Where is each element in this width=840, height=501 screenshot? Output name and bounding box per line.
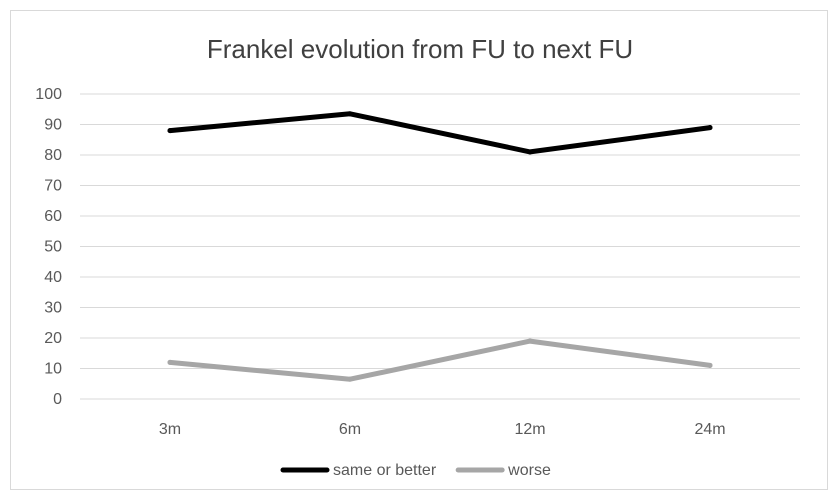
y-tick-label-100: 100 — [35, 86, 62, 103]
gridlines — [80, 93, 800, 400]
legend-label-1: worse — [507, 462, 551, 479]
data-point-0-2 — [527, 149, 533, 155]
y-tick-label-50: 50 — [44, 239, 62, 256]
data-point-1-2 — [527, 338, 533, 344]
x-tick-label-12m: 12m — [514, 421, 545, 438]
y-tick-label-10: 10 — [44, 361, 62, 378]
data-point-0-3 — [707, 125, 713, 131]
y-tick-label-30: 30 — [44, 300, 62, 317]
data-point-0-1 — [347, 111, 353, 117]
y-tick-label-90: 90 — [44, 117, 62, 134]
x-tick-label-3m: 3m — [159, 421, 181, 438]
series-lines — [167, 111, 713, 382]
data-point-1-1 — [347, 376, 353, 382]
legend-item-1: worse — [455, 462, 551, 479]
series-line-1 — [167, 338, 713, 382]
data-point-1-3 — [707, 362, 713, 368]
y-axis-tick-labels: 0 10 20 30 40 50 60 70 80 90 100 — [35, 86, 62, 408]
series-line-0 — [167, 111, 713, 155]
y-tick-label-80: 80 — [44, 147, 62, 164]
legend-label-0: same or better — [333, 462, 437, 479]
chart-title: Frankel evolution from FU to next FU — [207, 34, 633, 64]
legend-item-0: same or better — [280, 462, 437, 479]
y-tick-label-20: 20 — [44, 330, 62, 347]
legend: same or better worse — [280, 462, 551, 479]
y-tick-label-0: 0 — [53, 391, 62, 408]
x-tick-label-6m: 6m — [339, 421, 361, 438]
y-tick-label-40: 40 — [44, 269, 62, 286]
data-point-0-0 — [167, 128, 173, 134]
x-axis-tick-labels: 3m 6m 12m 24m — [159, 421, 726, 438]
y-tick-label-70: 70 — [44, 178, 62, 195]
x-tick-label-24m: 24m — [694, 421, 725, 438]
y-tick-label-60: 60 — [44, 208, 62, 225]
chart-frame — [10, 10, 828, 490]
data-point-1-0 — [167, 359, 173, 365]
